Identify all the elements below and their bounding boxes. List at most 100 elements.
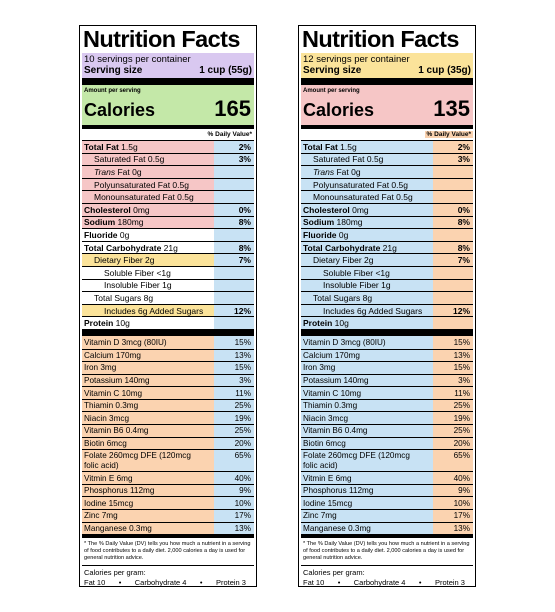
nutrient-name: Protein 10g: [301, 318, 349, 328]
vitamin-name: Thiamin 0.3mg: [303, 401, 358, 411]
nutrient-name: Polyunsaturated Fat 0.5g: [82, 180, 189, 190]
serving-size-label: Serving size: [303, 65, 362, 76]
nutrient-row: Total Carbohydrate 21g 8%: [82, 240, 254, 254]
nutrient-amount: 0mg: [130, 204, 150, 215]
footnote: * The % Daily Value (DV) tells you how m…: [301, 534, 473, 565]
vitamin-name: Manganese 0.3mg: [303, 523, 371, 533]
nutrient-amount: 0g: [336, 229, 349, 240]
nutrient-row: Includes 6g Added Sugars 12%: [301, 303, 473, 317]
calories-per-gram: Calories per gram: Fat 10 • Carbohydrate 4 •…: [301, 565, 473, 588]
nutrient-name-bold: Total Carbohydrate: [84, 242, 162, 253]
vitamin-name: Vitamin D 3mcg (80IU): [303, 337, 386, 347]
nutrient-amount: Total Sugars 8g: [94, 292, 154, 303]
nutrient-amount: Polyunsaturated Fat 0.5g: [94, 179, 189, 190]
calories-per-gram: Calories per gram: Fat 10 • Carbohydrate 4 •…: [82, 565, 254, 588]
serving-size-row: Serving size 1 cup (35g): [303, 65, 471, 77]
nutrient-amount: Includes 6g Added Sugars: [104, 305, 204, 316]
vitamin-dv: 65%: [453, 451, 470, 461]
footnote: * The % Daily Value (DV) tells you how m…: [82, 534, 254, 565]
nutrient-name: Soluble Fiber <1g: [301, 268, 390, 278]
nutrient-amount: 10g: [113, 318, 130, 329]
vitamin-row: Biotin 6mcg 20%: [301, 436, 473, 450]
nutrient-row: Dietary Fiber 2g 7%: [301, 253, 473, 266]
vitamin-name: Zinc 7mg: [84, 511, 118, 521]
nutrient-name: Dietary Fiber 2g: [301, 255, 373, 265]
vitamin-dv: 15%: [453, 363, 470, 373]
nutrient-name: Includes 6g Added Sugars: [82, 306, 203, 316]
vitamin-name: Niacin 3mcg: [84, 413, 130, 423]
nutrient-amount: Dietary Fiber 2g: [94, 255, 155, 266]
calories-per-gram-values: Fat 10 • Carbohydrate 4 • Protein 3: [84, 578, 252, 588]
nutrient-name: Cholesterol 0mg: [82, 205, 150, 215]
nutrient-name: Insoluble Fiber 1g: [82, 280, 172, 290]
nutrient-name-bold: Total Fat: [303, 141, 338, 152]
vitamin-name: Zinc 7mg: [303, 511, 337, 521]
nutrient-amount: 1.5g: [118, 141, 138, 152]
vitamin-name: Calcium 170mg: [84, 350, 141, 360]
vitamin-name: Vitamin B6 0.4mg: [303, 426, 368, 436]
nutrient-amount: Dietary Fiber 2g: [313, 255, 374, 266]
nutrient-amount: Polyunsaturated Fat 0.5g: [313, 179, 408, 190]
nutrient-dv: 8%: [238, 217, 251, 228]
vitamin-name: Folate 260mcg DFE (120mcg folic acid): [303, 451, 410, 471]
vitamin-name: Potassium 140mg: [84, 375, 150, 385]
vitamin-dv: 17%: [234, 511, 251, 521]
nutrient-row: Cholesterol 0mg 0%: [301, 202, 473, 216]
nutrient-amount: Monounsaturated Fat 0.5g: [313, 192, 413, 203]
nutrient-name: Dietary Fiber 2g: [82, 255, 154, 265]
nutrient-name-bold: Cholesterol: [303, 204, 350, 215]
vitamin-dv: 40%: [453, 473, 470, 483]
nutrient-amount: 180mg: [115, 217, 144, 228]
nutrient-amount: Insoluble Fiber 1g: [323, 280, 391, 291]
vitamin-row: Iodine 15mcg 10%: [82, 496, 254, 510]
vitamin-name: Iodine 15mcg: [84, 498, 134, 508]
nutrient-row: Soluble Fiber <1g: [82, 265, 254, 279]
vitamin-dv: 19%: [453, 413, 470, 423]
nutrient-row: Saturated Fat 0.5g 3%: [82, 152, 254, 166]
vitamin-dv: 19%: [234, 413, 251, 423]
nutrition-label-1: Nutrition Facts 10 servings per container…: [79, 25, 257, 587]
vitamin-dv: 10%: [234, 498, 251, 508]
nutrient-name: Cholesterol 0mg: [301, 205, 369, 215]
nutrient-name-bold: Sodium: [303, 217, 335, 228]
vitamin-dv: 25%: [453, 426, 470, 436]
vitamin-row: Phosphorus 112mg 9%: [301, 483, 473, 497]
cpg-dot: •: [199, 578, 203, 588]
nutrient-row: Insoluble Fiber 1g: [82, 278, 254, 292]
nutrient-name: Saturated Fat 0.5g: [301, 154, 383, 164]
vitamin-dv: 15%: [453, 337, 470, 347]
nutrient-name: Soluble Fiber <1g: [82, 268, 171, 278]
nutrient-name: Sodium 180mg: [301, 217, 363, 227]
vitamin-name: Iron 3mg: [84, 363, 117, 373]
trans-italic: Trans: [94, 166, 116, 177]
vitamin-row: Calcium 170mg 13%: [301, 348, 473, 362]
vitamin-dv: 20%: [453, 438, 470, 448]
nutrient-amount: Insoluble Fiber 1g: [104, 280, 172, 291]
vitamin-name: Vitamin C 10mg: [84, 388, 143, 398]
vitamin-row: Manganese 0.3mg 13%: [301, 521, 473, 535]
vitamin-row: Thiamin 0.3mg 25%: [301, 398, 473, 412]
vitamin-name: Vitmin E 6mg: [84, 473, 133, 483]
nutrient-amount: Soluble Fiber <1g: [323, 267, 390, 278]
vitamin-name: Iodine 15mcg: [303, 498, 353, 508]
nutrient-dv: 2%: [238, 141, 251, 152]
vitamin-name: Calcium 170mg: [303, 350, 360, 360]
vitamin-dv: 65%: [234, 451, 251, 461]
nutrient-amount: 1.5g: [337, 141, 357, 152]
nutrient-amount: Soluble Fiber <1g: [104, 267, 171, 278]
nutrient-row: Soluble Fiber <1g: [301, 265, 473, 279]
vitamin-row: Potassium 140mg 3%: [82, 373, 254, 387]
vitamin-row: Vitamin C 10mg 11%: [82, 386, 254, 399]
vitamin-row: Phosphorus 112mg 9%: [82, 483, 254, 497]
vitamins-section: Vitamin D 3mcg (80IU) 15% Calcium 170mg 13%…: [301, 335, 473, 535]
trans-italic: Trans: [313, 166, 335, 177]
vitamin-name: Potassium 140mg: [303, 375, 369, 385]
nutrition-label-2: Nutrition Facts 12 servings per container…: [298, 25, 476, 587]
cpg-fat: Fat 10: [84, 578, 106, 588]
vitamins-section: Vitamin D 3mcg (80IU) 15% Calcium 170mg 13%…: [82, 335, 254, 535]
vitamin-row: Manganese 0.3mg 13%: [82, 521, 254, 535]
vitamin-name: Vitmin E 6mg: [303, 473, 352, 483]
vitamin-dv: 10%: [453, 498, 470, 508]
vitamin-name: Vitamin C 10mg: [303, 388, 362, 398]
nutrient-dv: 12%: [233, 305, 251, 316]
